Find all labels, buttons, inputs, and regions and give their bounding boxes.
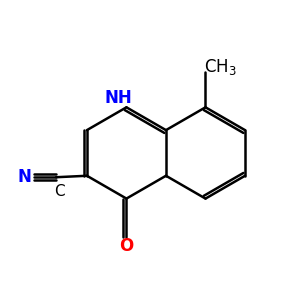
Text: CH$_3$: CH$_3$ [204,57,237,77]
Text: NH: NH [104,89,132,107]
Text: N: N [18,168,32,186]
Text: O: O [119,237,134,255]
Text: C: C [54,184,64,199]
